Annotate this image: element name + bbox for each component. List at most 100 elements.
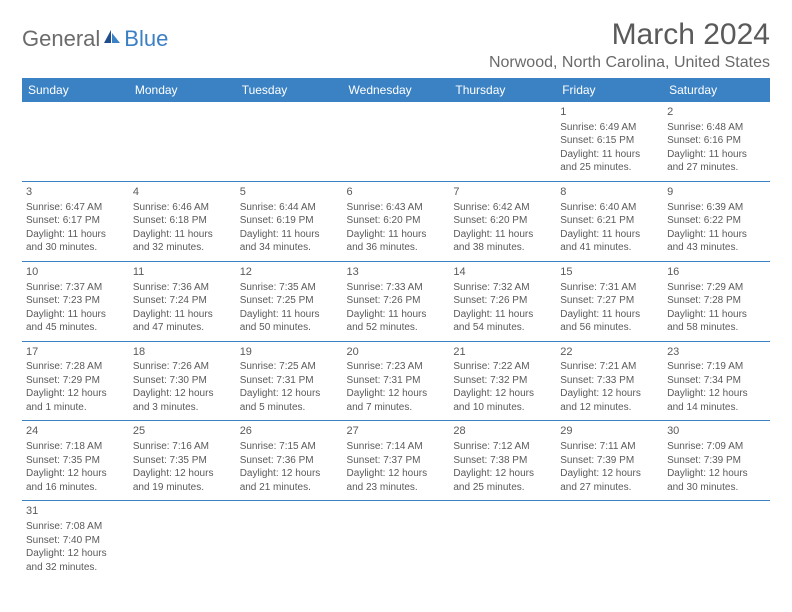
sunset-text: Sunset: 6:17 PM	[26, 214, 125, 228]
calendar-cell: 1Sunrise: 6:49 AMSunset: 6:15 PMDaylight…	[556, 102, 663, 181]
calendar-cell: 28Sunrise: 7:12 AMSunset: 7:38 PMDayligh…	[449, 421, 556, 501]
sunset-text: Sunset: 7:39 PM	[667, 454, 766, 468]
sunrise-text: Sunrise: 7:36 AM	[133, 281, 232, 295]
calendar-cell: 20Sunrise: 7:23 AMSunset: 7:31 PMDayligh…	[343, 341, 450, 421]
logo-text-2: Blue	[124, 26, 168, 52]
daylight-text: Daylight: 12 hours and 19 minutes.	[133, 467, 232, 494]
logo-sail-icon	[102, 27, 122, 52]
day-number: 25	[133, 424, 232, 439]
day-number: 20	[347, 345, 446, 360]
calendar-cell: 25Sunrise: 7:16 AMSunset: 7:35 PMDayligh…	[129, 421, 236, 501]
sunset-text: Sunset: 6:22 PM	[667, 214, 766, 228]
daylight-text: Daylight: 11 hours and 41 minutes.	[560, 228, 659, 255]
sunset-text: Sunset: 7:26 PM	[347, 294, 446, 308]
day-number: 1	[560, 105, 659, 120]
sunrise-text: Sunrise: 6:40 AM	[560, 201, 659, 215]
daylight-text: Daylight: 11 hours and 38 minutes.	[453, 228, 552, 255]
calendar-row: 3Sunrise: 6:47 AMSunset: 6:17 PMDaylight…	[22, 181, 770, 261]
sunrise-text: Sunrise: 6:48 AM	[667, 121, 766, 135]
daylight-text: Daylight: 11 hours and 47 minutes.	[133, 308, 232, 335]
calendar-cell: 22Sunrise: 7:21 AMSunset: 7:33 PMDayligh…	[556, 341, 663, 421]
day-number: 24	[26, 424, 125, 439]
daylight-text: Daylight: 12 hours and 27 minutes.	[560, 467, 659, 494]
sunset-text: Sunset: 7:29 PM	[26, 374, 125, 388]
daylight-text: Daylight: 12 hours and 32 minutes.	[26, 547, 125, 574]
daylight-text: Daylight: 12 hours and 3 minutes.	[133, 387, 232, 414]
sunrise-text: Sunrise: 7:19 AM	[667, 360, 766, 374]
sunrise-text: Sunrise: 7:37 AM	[26, 281, 125, 295]
sunset-text: Sunset: 7:31 PM	[347, 374, 446, 388]
calendar-cell: 3Sunrise: 6:47 AMSunset: 6:17 PMDaylight…	[22, 181, 129, 261]
day-number: 18	[133, 345, 232, 360]
daylight-text: Daylight: 11 hours and 45 minutes.	[26, 308, 125, 335]
dayname-sat: Saturday	[663, 78, 770, 102]
daylight-text: Daylight: 12 hours and 25 minutes.	[453, 467, 552, 494]
calendar-cell: 24Sunrise: 7:18 AMSunset: 7:35 PMDayligh…	[22, 421, 129, 501]
calendar-cell: 16Sunrise: 7:29 AMSunset: 7:28 PMDayligh…	[663, 261, 770, 341]
daylight-text: Daylight: 12 hours and 14 minutes.	[667, 387, 766, 414]
day-number: 15	[560, 265, 659, 280]
sunrise-text: Sunrise: 7:09 AM	[667, 440, 766, 454]
calendar-cell	[22, 102, 129, 181]
sunrise-text: Sunrise: 7:08 AM	[26, 520, 125, 534]
sunset-text: Sunset: 7:39 PM	[560, 454, 659, 468]
calendar-cell: 8Sunrise: 6:40 AMSunset: 6:21 PMDaylight…	[556, 181, 663, 261]
day-number: 5	[240, 185, 339, 200]
calendar-cell: 17Sunrise: 7:28 AMSunset: 7:29 PMDayligh…	[22, 341, 129, 421]
sunset-text: Sunset: 6:20 PM	[347, 214, 446, 228]
sunrise-text: Sunrise: 7:31 AM	[560, 281, 659, 295]
daylight-text: Daylight: 11 hours and 32 minutes.	[133, 228, 232, 255]
sunset-text: Sunset: 7:25 PM	[240, 294, 339, 308]
daylight-text: Daylight: 11 hours and 52 minutes.	[347, 308, 446, 335]
calendar-cell: 18Sunrise: 7:26 AMSunset: 7:30 PMDayligh…	[129, 341, 236, 421]
sunset-text: Sunset: 7:36 PM	[240, 454, 339, 468]
daylight-text: Daylight: 11 hours and 58 minutes.	[667, 308, 766, 335]
calendar-cell: 9Sunrise: 6:39 AMSunset: 6:22 PMDaylight…	[663, 181, 770, 261]
calendar-row: 1Sunrise: 6:49 AMSunset: 6:15 PMDaylight…	[22, 102, 770, 181]
day-number: 4	[133, 185, 232, 200]
calendar-cell: 23Sunrise: 7:19 AMSunset: 7:34 PMDayligh…	[663, 341, 770, 421]
calendar-cell	[236, 501, 343, 580]
dayname-mon: Monday	[129, 78, 236, 102]
day-number: 27	[347, 424, 446, 439]
sunset-text: Sunset: 6:15 PM	[560, 134, 659, 148]
daylight-text: Daylight: 12 hours and 5 minutes.	[240, 387, 339, 414]
daylight-text: Daylight: 12 hours and 30 minutes.	[667, 467, 766, 494]
day-number: 17	[26, 345, 125, 360]
calendar-cell	[449, 102, 556, 181]
calendar-cell	[236, 102, 343, 181]
sunrise-text: Sunrise: 7:25 AM	[240, 360, 339, 374]
day-number: 9	[667, 185, 766, 200]
sunrise-text: Sunrise: 6:47 AM	[26, 201, 125, 215]
calendar-row: 17Sunrise: 7:28 AMSunset: 7:29 PMDayligh…	[22, 341, 770, 421]
calendar-cell: 12Sunrise: 7:35 AMSunset: 7:25 PMDayligh…	[236, 261, 343, 341]
calendar-row: 31Sunrise: 7:08 AMSunset: 7:40 PMDayligh…	[22, 501, 770, 580]
sunset-text: Sunset: 7:35 PM	[26, 454, 125, 468]
sunrise-text: Sunrise: 7:14 AM	[347, 440, 446, 454]
sunset-text: Sunset: 6:20 PM	[453, 214, 552, 228]
sunrise-text: Sunrise: 7:16 AM	[133, 440, 232, 454]
sunrise-text: Sunrise: 7:12 AM	[453, 440, 552, 454]
sunrise-text: Sunrise: 7:22 AM	[453, 360, 552, 374]
day-number: 30	[667, 424, 766, 439]
calendar-body: 1Sunrise: 6:49 AMSunset: 6:15 PMDaylight…	[22, 102, 770, 580]
calendar-cell: 29Sunrise: 7:11 AMSunset: 7:39 PMDayligh…	[556, 421, 663, 501]
sunset-text: Sunset: 7:31 PM	[240, 374, 339, 388]
calendar-cell	[449, 501, 556, 580]
sunrise-text: Sunrise: 6:44 AM	[240, 201, 339, 215]
daylight-text: Daylight: 11 hours and 43 minutes.	[667, 228, 766, 255]
sunrise-text: Sunrise: 7:35 AM	[240, 281, 339, 295]
sunset-text: Sunset: 7:27 PM	[560, 294, 659, 308]
daylight-text: Daylight: 12 hours and 23 minutes.	[347, 467, 446, 494]
sunrise-text: Sunrise: 6:46 AM	[133, 201, 232, 215]
sunset-text: Sunset: 7:34 PM	[667, 374, 766, 388]
sunset-text: Sunset: 6:19 PM	[240, 214, 339, 228]
day-number: 6	[347, 185, 446, 200]
daylight-text: Daylight: 11 hours and 25 minutes.	[560, 148, 659, 175]
daylight-text: Daylight: 12 hours and 10 minutes.	[453, 387, 552, 414]
dayname-wed: Wednesday	[343, 78, 450, 102]
sunset-text: Sunset: 7:40 PM	[26, 534, 125, 548]
day-number: 8	[560, 185, 659, 200]
sunrise-text: Sunrise: 7:18 AM	[26, 440, 125, 454]
day-number: 26	[240, 424, 339, 439]
